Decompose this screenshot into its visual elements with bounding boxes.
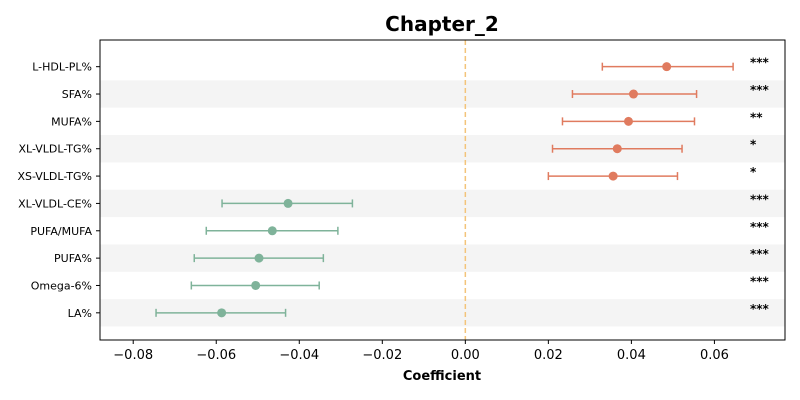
point-estimate — [254, 253, 264, 263]
row-stripes — [100, 80, 785, 327]
point-estimates — [217, 62, 672, 318]
x-axis-ticks: −0.08 −0.06 −0.04 −0.02 0.00 0.02 0.04 0.06 — [113, 340, 729, 363]
category-label: XL-VLDL-TG% — [18, 143, 92, 156]
significance-marker: *** — [750, 274, 770, 288]
category-label: Omega-6% — [31, 279, 92, 292]
significance-labels: ************************* — [750, 56, 770, 316]
significance-marker: *** — [750, 302, 770, 316]
x-axis-label: Coefficient — [403, 369, 481, 384]
x-tick-label: 0.06 — [700, 348, 729, 363]
x-tick-label: −0.08 — [113, 348, 153, 363]
point-estimate — [267, 226, 277, 236]
plot-frame — [99, 39, 786, 341]
y-axis-labels: L-HDL-PL% SFA% MUFA% XL-VLDL-TG% XS-VLDL-TG%… — [17, 61, 100, 320]
significance-marker: *** — [750, 220, 770, 234]
significance-marker: *** — [750, 83, 770, 97]
category-label: MUFA% — [51, 115, 92, 128]
point-estimate — [612, 144, 622, 154]
point-estimate — [283, 198, 293, 208]
x-tick-label: 0.04 — [617, 348, 646, 363]
x-tick-label: 0.02 — [534, 348, 563, 363]
x-tick-label: −0.06 — [196, 348, 236, 363]
significance-marker: *** — [750, 192, 770, 206]
category-label: LA% — [68, 307, 92, 320]
category-label: SFA% — [62, 88, 92, 101]
category-label: PUFA/MUFA — [30, 225, 92, 238]
x-tick-label: −0.04 — [279, 348, 319, 363]
point-estimate — [662, 62, 672, 72]
significance-marker: * — [750, 165, 757, 179]
category-label: XL-VLDL-CE% — [18, 197, 92, 210]
point-estimate — [251, 280, 261, 290]
category-label: PUFA% — [54, 252, 92, 265]
significance-marker: ** — [750, 110, 763, 124]
chart-title: Chapter_2 — [385, 12, 499, 36]
category-label: L-HDL-PL% — [32, 61, 92, 74]
x-tick-label: 0.00 — [451, 348, 480, 363]
plot-border — [99, 39, 786, 341]
point-estimate — [217, 308, 227, 318]
point-estimate — [628, 89, 638, 99]
significance-marker: * — [750, 138, 757, 152]
category-label: XS-VLDL-TG% — [17, 170, 92, 183]
row-stripe — [100, 189, 785, 218]
point-estimate — [608, 171, 618, 181]
significance-marker: *** — [750, 247, 770, 261]
x-tick-label: −0.02 — [362, 348, 402, 363]
significance-marker: *** — [750, 56, 770, 70]
point-estimate — [623, 116, 633, 126]
